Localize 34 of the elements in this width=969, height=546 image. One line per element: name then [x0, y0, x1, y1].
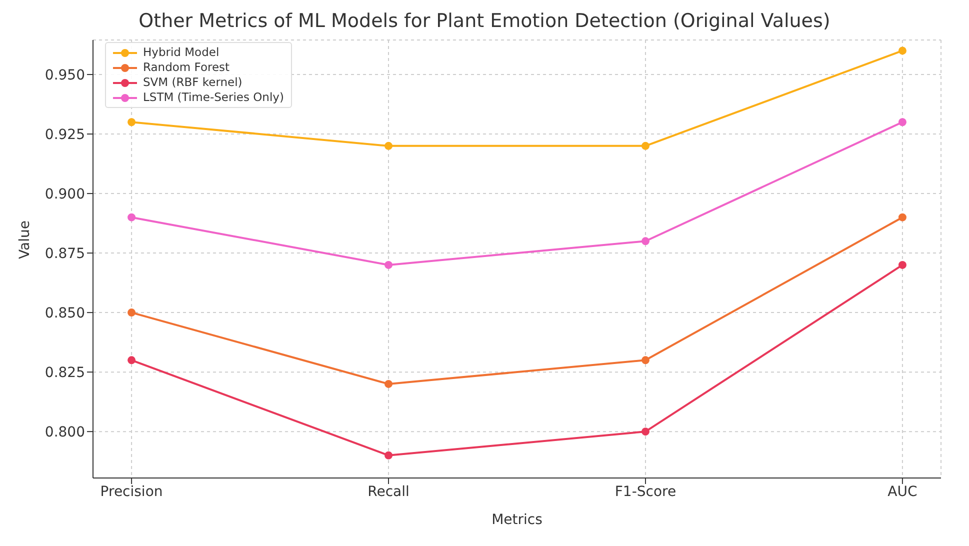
point — [384, 380, 393, 388]
point — [898, 118, 906, 126]
legend-label: LSTM (Time-Series Only) — [143, 90, 284, 105]
point — [384, 142, 393, 150]
y-tick-label: 0.925 — [44, 126, 85, 143]
point — [384, 451, 393, 460]
legend-label: SVM (RBF kernel) — [143, 75, 242, 90]
point — [641, 428, 650, 436]
y-tick-label: 0.800 — [44, 424, 85, 441]
point — [128, 308, 136, 317]
x-axis-title: Metrics — [492, 512, 542, 528]
y-tick-label: 0.900 — [44, 186, 85, 203]
point — [641, 142, 650, 150]
x-tick-label: Recall — [368, 484, 410, 500]
point — [898, 260, 906, 269]
x-tick-label: Precision — [100, 484, 163, 500]
point — [641, 356, 650, 364]
y-tick-label: 0.850 — [44, 306, 85, 322]
point — [128, 356, 136, 364]
point — [128, 213, 136, 222]
point — [898, 213, 906, 222]
point — [641, 237, 650, 246]
chart-title: Other Metrics of ML Models for Plant Emotion Detection (Original Values) — [138, 9, 832, 34]
y-tick-label: 0.875 — [44, 246, 85, 262]
y-axis-title: Value — [16, 220, 33, 259]
x-tick-label: F1-Score — [614, 484, 676, 500]
point — [384, 260, 393, 269]
y-tick-label: 0.950 — [44, 67, 85, 84]
legend-label: Random Forest — [143, 60, 230, 75]
y-tick-label: 0.825 — [44, 365, 85, 382]
point — [898, 46, 906, 55]
point — [128, 118, 136, 126]
x-tick-label: AUC — [888, 484, 918, 500]
legend-label: Hybrid Model — [143, 45, 220, 60]
